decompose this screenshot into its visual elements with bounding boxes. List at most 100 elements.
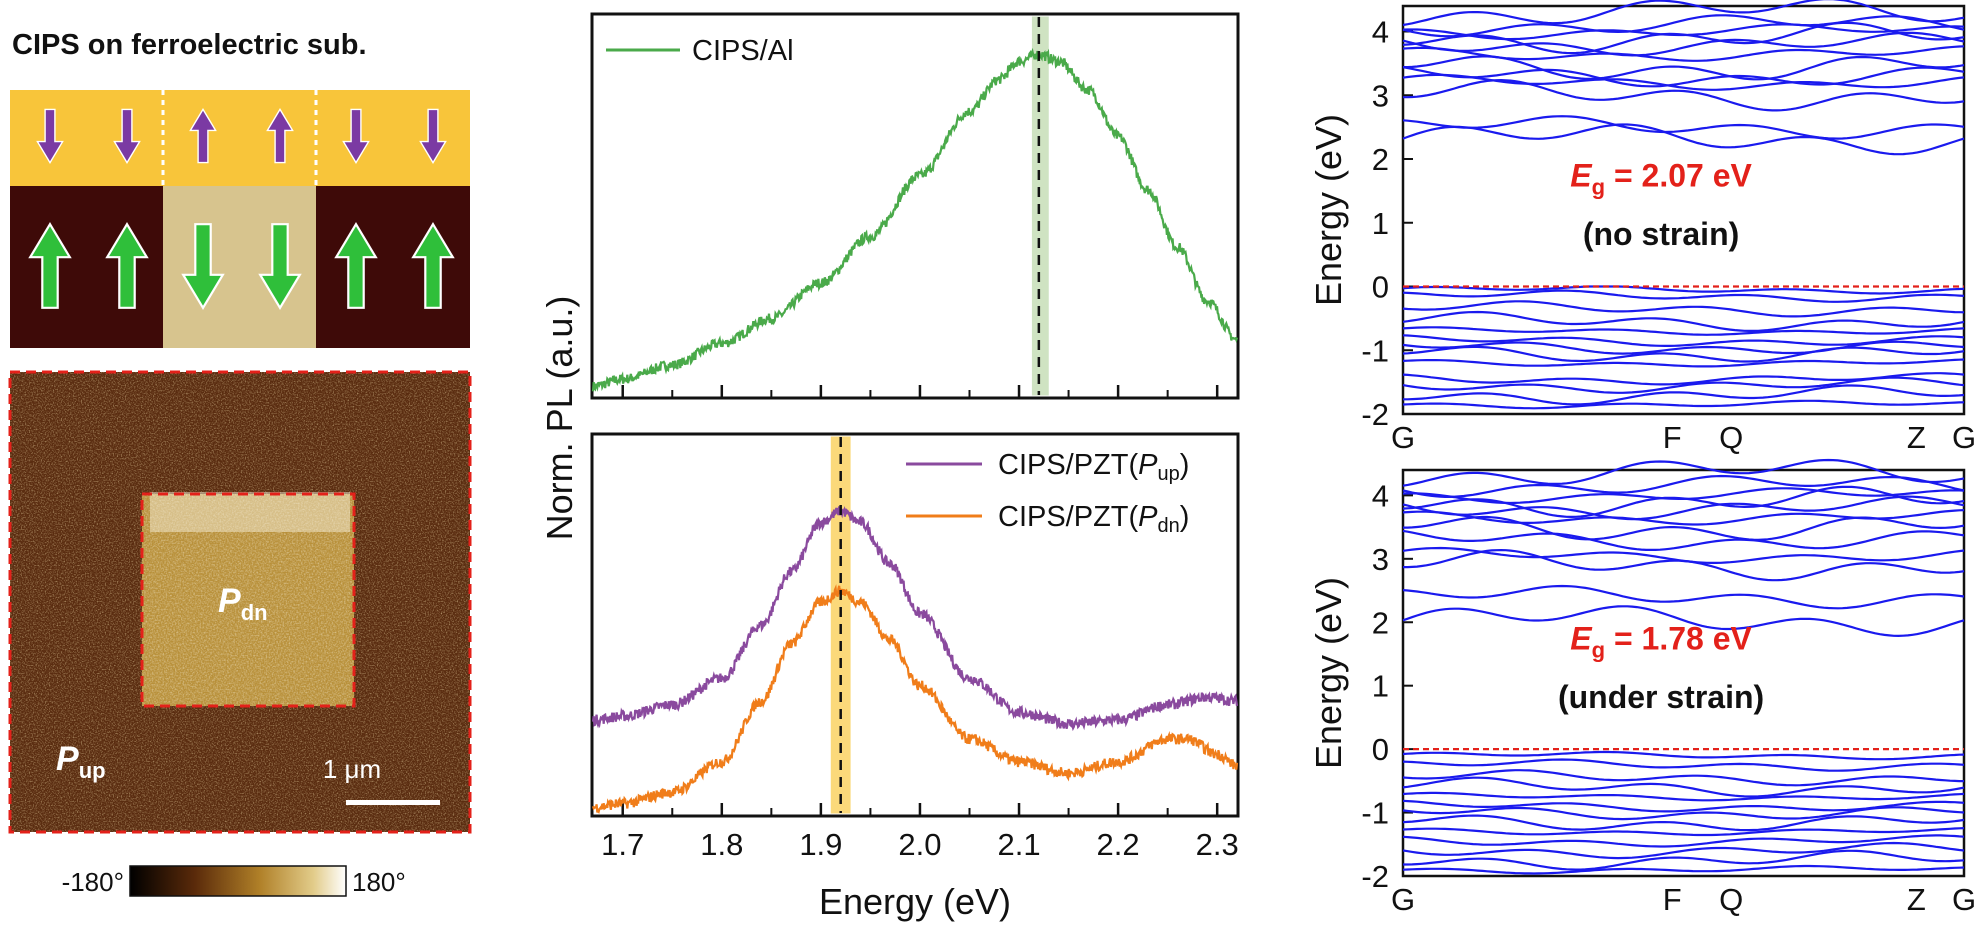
kpoint-label: Q (1719, 420, 1743, 455)
kpoint-label: Z (1907, 882, 1926, 917)
pl-top-frame (590, 12, 1240, 400)
conduction-band-line (1402, 584, 1965, 610)
kpoint-label: G (1952, 882, 1975, 917)
cips-layer (10, 90, 470, 186)
y-tick-label: -2 (1361, 397, 1389, 432)
conduction-band-line (1402, 487, 1965, 505)
band-frame (1401, 468, 1966, 878)
valence-band-line (1402, 834, 1965, 848)
kpoint-label: G (1952, 420, 1975, 455)
y-tick-label: 2 (1372, 605, 1389, 640)
x-tick-label: 1.7 (601, 827, 644, 862)
x-tick-label: 2.0 (898, 827, 941, 862)
y-tick-label: 1 (1372, 206, 1389, 241)
conduction-band-line (1402, 14, 1965, 38)
conduction-band-line (1402, 495, 1965, 521)
peak-band (1031, 16, 1049, 396)
y-tick-label: 3 (1372, 78, 1389, 113)
schematic (10, 90, 470, 348)
series-line-0 (591, 47, 1239, 392)
pup-label: Pup (56, 740, 106, 783)
colorbar-min-label: -180° (62, 867, 124, 897)
kpoint-label: G (1391, 882, 1415, 917)
valence-band-line (1403, 849, 1965, 871)
valence-band-line (1402, 827, 1965, 837)
conduction-band-line (1403, 78, 1965, 112)
colorbar-max-label: 180° (352, 867, 406, 897)
valence-band-line (1402, 814, 1965, 832)
valence-bands (1402, 285, 1965, 410)
valence-band-line (1402, 399, 1965, 410)
kpoint-label: Q (1719, 882, 1743, 917)
band-gap-label: Eg = 1.78 eV (1570, 621, 1752, 663)
kpoint-label: F (1663, 420, 1682, 455)
pl-bottom-frame (590, 432, 1240, 818)
valence-band-line (1402, 841, 1965, 860)
strain-note: (no strain) (1583, 216, 1739, 252)
y-tick-label: -1 (1361, 333, 1389, 368)
strain-note: (under strain) (1558, 679, 1764, 715)
kpoint-label: G (1391, 420, 1415, 455)
pdn-label: Pdn (218, 582, 268, 625)
substrate-domain-up-right (316, 186, 470, 348)
valence-band-line (1402, 340, 1965, 355)
pfm-inner-domain-border (140, 492, 356, 708)
conduction-band-line (1402, 123, 1965, 156)
pfm-image: Pdn Pup 1 μm (8, 370, 472, 834)
conduction-band-line (1402, 529, 1965, 551)
conduction-band-line (1402, 458, 1965, 487)
valence-band-line (1402, 289, 1965, 303)
valence-band-line (1402, 776, 1965, 798)
valence-bands (1402, 750, 1965, 875)
colorbar: -180° 180° (62, 865, 406, 897)
valence-band-line (1402, 326, 1965, 336)
conduction-band-line (1402, 546, 1965, 564)
y-tick-label: -1 (1361, 796, 1389, 831)
substrate-domain-down (163, 186, 316, 348)
scalebar-label: 1 μm (323, 754, 381, 784)
y-tick-label: 0 (1372, 732, 1389, 767)
conduction-band-line (1402, 474, 1965, 498)
legend-cips-al: CIPS/Al (692, 35, 794, 67)
valence-band-line (1403, 384, 1965, 406)
band-y-axis-label: Energy (eV) (1308, 114, 1349, 306)
y-tick-label: 4 (1372, 478, 1389, 513)
valence-band-line (1402, 750, 1965, 761)
y-tick-label: 1 (1372, 669, 1389, 704)
valence-band-line (1402, 376, 1965, 394)
valence-band-line (1402, 300, 1965, 318)
schematic-title: CIPS on ferroelectric sub. (12, 29, 367, 61)
y-tick-label: 3 (1372, 542, 1389, 577)
pl-y-axis-label: Norm. PL (a.u.) (539, 296, 580, 541)
valence-band-line (1402, 358, 1965, 368)
kpoint-label: Z (1907, 420, 1926, 455)
conduction-band-line (1402, 73, 1965, 91)
conduction-bands (1402, 458, 1965, 638)
valence-band-line (1402, 310, 1965, 332)
y-tick-label: 0 (1372, 270, 1389, 305)
y-tick-label: -2 (1361, 859, 1389, 894)
band-frame (1401, 4, 1966, 416)
pl-top-panel: CIPS/Al (590, 12, 1240, 400)
kpoint-label: F (1663, 882, 1682, 917)
conduction-band-line (1402, 509, 1965, 526)
valence-band-line (1402, 791, 1965, 802)
substrate-domain-up-left (10, 186, 163, 348)
scalebar (346, 800, 440, 805)
band-gap-label: Eg = 2.07 eV (1570, 157, 1752, 199)
legend-cips-pzt-pup: CIPS/PZT(Pup) (998, 449, 1189, 485)
conduction-band-line (1402, 115, 1965, 140)
pfm-outer-border (8, 370, 472, 834)
conduction-band-line (1402, 31, 1965, 57)
conduction-bands (1402, 0, 1965, 156)
valence-band-line (1402, 285, 1965, 295)
legend-cips-pzt-pdn: CIPS/PZT(Pdn) (998, 501, 1189, 537)
pl-x-axis-label: Energy (eV) (819, 881, 1011, 922)
valence-band-line (1402, 345, 1965, 363)
x-tick-label: 1.8 (700, 827, 743, 862)
x-tick-label: 2.1 (997, 827, 1040, 862)
valence-band-line (1402, 769, 1964, 787)
